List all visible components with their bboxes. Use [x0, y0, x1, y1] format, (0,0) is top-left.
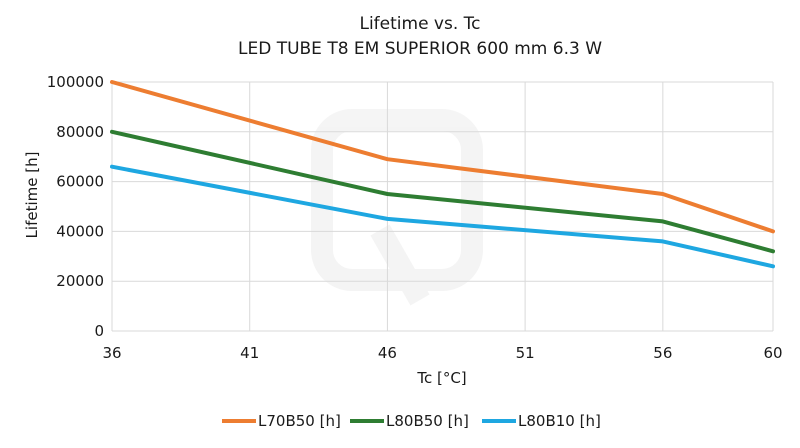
series-line-0	[110, 80, 775, 234]
x-tick-label: 46	[378, 344, 397, 362]
x-tick-label: 56	[653, 344, 672, 362]
y-tick-label: 0	[94, 322, 104, 340]
chart-subtitle: LED TUBE T8 EM SUPERIOR 600 mm 6.3 W	[238, 39, 602, 59]
y-tick-label: 40000	[56, 222, 104, 240]
y-tick-label: 60000	[56, 173, 104, 191]
chart-title: Lifetime vs. Tc	[359, 14, 480, 34]
series-lines	[110, 80, 775, 269]
watermark-logo	[311, 109, 483, 306]
legend: L70B50 [h] L80B50 [h] L80B10 [h]	[222, 412, 601, 430]
y-tick-label: 20000	[56, 272, 104, 290]
legend-label-0: L70B50 [h]	[258, 412, 341, 430]
gridlines	[111, 81, 774, 332]
x-tick-label: 60	[763, 344, 782, 362]
x-axis-label: Tc [°C]	[416, 369, 466, 387]
y-tick-label: 100000	[47, 73, 104, 91]
y-tick-labels: 0 20000 40000 60000 80000 100000	[47, 73, 104, 340]
x-tick-label: 51	[516, 344, 535, 362]
series-line-2	[110, 164, 775, 269]
x-tick-label: 41	[240, 344, 259, 362]
x-tick-label: 36	[102, 344, 121, 362]
x-tick-labels: 36 41 46 51 56 60	[102, 344, 782, 362]
legend-label-2: L80B10 [h]	[518, 412, 601, 430]
series-line-1	[110, 129, 775, 254]
legend-label-1: L80B50 [h]	[386, 412, 469, 430]
y-tick-label: 80000	[56, 123, 104, 141]
y-axis-label: Lifetime [h]	[23, 152, 41, 239]
